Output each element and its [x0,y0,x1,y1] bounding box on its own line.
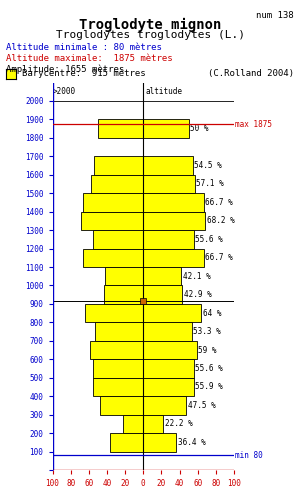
Bar [83,248,204,267]
Text: Altitude maximale:  1875 mètres: Altitude maximale: 1875 mètres [6,54,172,63]
Text: 42.1 %: 42.1 % [183,272,211,281]
Bar [81,212,205,230]
Text: 53.3 %: 53.3 % [193,327,221,336]
Text: 59 %: 59 % [198,346,217,354]
Text: 47.5 %: 47.5 % [188,401,215,410]
Bar [104,286,182,304]
Text: Amplitude: 1655 mètres: Amplitude: 1655 mètres [6,64,124,74]
Bar [93,360,194,378]
Text: 55.6 %: 55.6 % [195,235,223,244]
Text: 66.7 %: 66.7 % [205,198,233,207]
Text: 22.2 %: 22.2 % [165,420,193,428]
Text: Altitude minimale : 80 mètres: Altitude minimale : 80 mètres [6,44,162,52]
Text: Barycentre:  915 mètres: Barycentre: 915 mètres [22,68,146,78]
Text: 64 %: 64 % [203,308,221,318]
Text: num 138: num 138 [256,11,294,20]
Bar [105,267,182,285]
Bar [93,230,194,248]
Bar [92,175,195,193]
Text: (C.Rolland 2004): (C.Rolland 2004) [208,69,294,78]
Text: 66.7 %: 66.7 % [205,254,233,262]
Text: >2000: >2000 [52,87,76,96]
Bar [83,193,204,212]
Text: 68.2 %: 68.2 % [206,216,234,226]
Text: 42.9 %: 42.9 % [184,290,211,299]
Text: altitude: altitude [145,87,182,96]
Text: 57.1 %: 57.1 % [196,180,224,188]
Text: min 80: min 80 [235,450,263,460]
Text: 54.5 %: 54.5 % [194,161,222,170]
Text: Troglodyte mignon: Troglodyte mignon [79,18,221,32]
Text: 50 %: 50 % [190,124,208,133]
Bar [123,414,164,433]
Text: max 1875: max 1875 [235,120,272,128]
Bar [95,322,192,341]
Bar [100,396,186,414]
Text: 55.6 %: 55.6 % [195,364,223,373]
Bar [110,433,176,452]
Text: 36.4 %: 36.4 % [178,438,206,447]
Bar [98,120,189,138]
Bar [92,378,194,396]
Bar [94,156,193,175]
Bar [90,341,197,359]
Text: Troglodytes troglodytes (L.): Troglodytes troglodytes (L.) [56,30,244,40]
Bar [85,304,201,322]
Text: 55.9 %: 55.9 % [195,382,223,392]
